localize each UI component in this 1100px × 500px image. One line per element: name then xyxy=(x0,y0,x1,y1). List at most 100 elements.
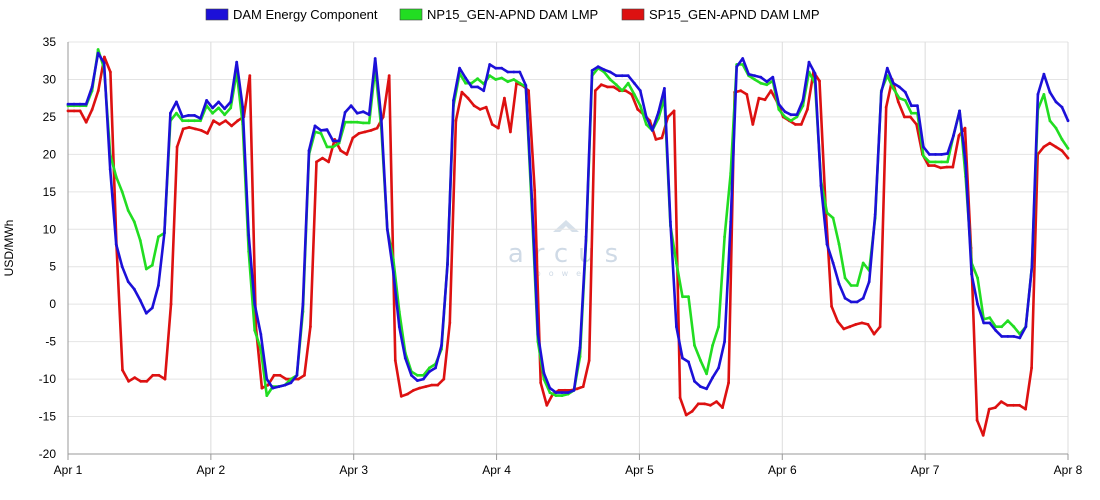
data-point xyxy=(72,109,76,113)
data-point xyxy=(90,85,94,89)
data-point xyxy=(795,113,799,117)
data-point xyxy=(416,373,419,377)
data-point xyxy=(506,70,510,74)
data-point xyxy=(896,100,900,104)
data-point xyxy=(349,104,353,108)
data-point xyxy=(470,85,473,89)
data-point xyxy=(1006,403,1009,407)
data-point xyxy=(1000,335,1004,338)
data-point xyxy=(675,325,678,329)
data-point xyxy=(229,100,233,104)
data-point xyxy=(620,89,624,93)
series-line xyxy=(68,55,1070,437)
data-point xyxy=(987,407,991,411)
data-point xyxy=(530,197,534,201)
data-point xyxy=(849,300,853,304)
data-point xyxy=(454,119,458,123)
data-point xyxy=(916,104,919,108)
data-point xyxy=(424,385,427,388)
data-point xyxy=(337,139,341,143)
data-point xyxy=(632,93,636,96)
data-point xyxy=(512,78,516,81)
data-point xyxy=(584,235,588,239)
y-tick-label: 15 xyxy=(43,185,57,199)
data-point xyxy=(669,220,672,224)
data-point xyxy=(277,385,281,388)
data-point xyxy=(644,115,648,119)
data-point xyxy=(355,120,359,124)
data-point xyxy=(120,265,124,269)
data-point xyxy=(84,102,88,106)
data-point xyxy=(789,119,793,123)
data-point xyxy=(572,388,576,392)
data-point xyxy=(741,57,745,60)
x-tick-label: Apr 4 xyxy=(482,463,511,477)
data-point xyxy=(278,373,282,377)
data-point xyxy=(690,409,694,413)
data-point xyxy=(230,124,234,128)
data-point xyxy=(801,99,805,102)
data-point xyxy=(448,321,452,325)
data-point xyxy=(1012,335,1016,338)
data-point xyxy=(478,108,482,111)
data-point xyxy=(283,383,287,387)
data-point xyxy=(1048,141,1052,145)
legend-item[interactable]: NP15_GEN-APND DAM LMP xyxy=(399,7,598,22)
data-point xyxy=(988,321,992,325)
data-point xyxy=(626,81,630,85)
data-point xyxy=(325,128,329,132)
data-point xyxy=(1036,93,1040,96)
legend-label: NP15_GEN-APND DAM LMP xyxy=(427,7,598,22)
data-point xyxy=(542,377,546,381)
data-point xyxy=(958,109,961,113)
data-point xyxy=(933,164,937,168)
data-point xyxy=(428,370,431,373)
data-point xyxy=(678,396,682,400)
data-point xyxy=(739,89,743,93)
data-point xyxy=(296,377,300,381)
data-point xyxy=(693,344,696,347)
data-point xyxy=(806,108,809,111)
data-point xyxy=(1048,90,1052,94)
data-point xyxy=(879,90,883,94)
data-point xyxy=(982,321,986,325)
data-point xyxy=(418,386,421,390)
data-point xyxy=(157,235,160,239)
data-point xyxy=(705,387,708,391)
data-point xyxy=(922,145,925,149)
data-point xyxy=(247,233,251,237)
data-point xyxy=(1018,336,1022,340)
data-point xyxy=(675,261,678,265)
series-group xyxy=(66,48,1070,437)
data-point xyxy=(757,96,761,100)
data-point xyxy=(150,263,154,267)
data-point xyxy=(975,418,979,422)
data-point xyxy=(759,75,763,79)
data-point xyxy=(855,284,859,287)
data-point xyxy=(331,145,335,149)
data-point xyxy=(303,373,306,377)
data-point xyxy=(506,80,510,84)
data-point xyxy=(1060,138,1064,141)
data-point xyxy=(873,212,877,216)
y-tick-label: 20 xyxy=(43,147,57,161)
data-point xyxy=(872,332,876,336)
data-point xyxy=(253,329,257,332)
data-point xyxy=(102,61,106,65)
data-point xyxy=(211,106,215,110)
data-point xyxy=(693,379,696,383)
data-point xyxy=(867,280,871,284)
data-point xyxy=(560,391,564,394)
data-point xyxy=(927,164,930,168)
data-point xyxy=(560,394,564,397)
data-point xyxy=(951,165,955,169)
data-point xyxy=(789,113,793,117)
data-point xyxy=(1024,407,1027,411)
data-point xyxy=(66,109,70,113)
data-point xyxy=(765,83,769,87)
data-point xyxy=(554,394,558,397)
legend-item[interactable]: DAM Energy Component xyxy=(205,7,378,22)
legend-item[interactable]: SP15_GEN-APND DAM LMP xyxy=(621,7,820,22)
